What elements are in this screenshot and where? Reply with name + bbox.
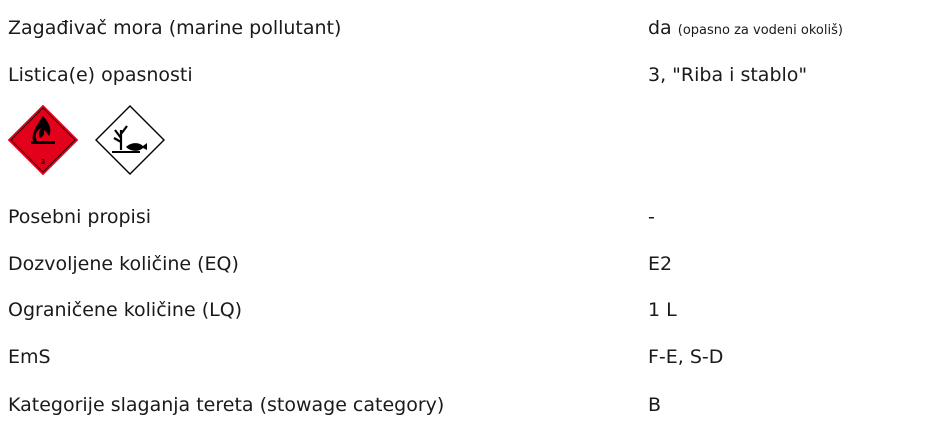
row-value: B	[648, 394, 662, 416]
row-label: Zagađivač mora (marine pollutant)	[8, 17, 342, 39]
flammable-liquid-label: 3	[6, 103, 80, 177]
row-value: E2	[648, 253, 673, 275]
row-label: EmS	[8, 346, 51, 368]
row-value: F-E, S-D	[648, 346, 724, 368]
row-value: da (opasno za vodeni okoliš)	[648, 16, 843, 43]
row-label: Posebni propisi	[8, 206, 152, 228]
row-label: Kategorije slaganja tereta (stowage cate…	[8, 394, 445, 416]
environment-pictogram	[95, 105, 165, 175]
class-number: 3	[41, 159, 45, 166]
row-value: 3, "Riba i stablo"	[648, 64, 808, 86]
value: da	[648, 17, 672, 39]
row-value: -	[648, 206, 655, 228]
value-note: (opasno za vodeni okoliš)	[677, 23, 843, 38]
row-label: Ograničene količine (LQ)	[8, 299, 243, 321]
row-label: Dozvoljene količine (EQ)	[8, 253, 239, 275]
row-label: Listica(e) opasnosti	[8, 64, 193, 86]
hazard-pictograms: 3	[6, 103, 165, 177]
row-value: 1 L	[648, 299, 677, 321]
